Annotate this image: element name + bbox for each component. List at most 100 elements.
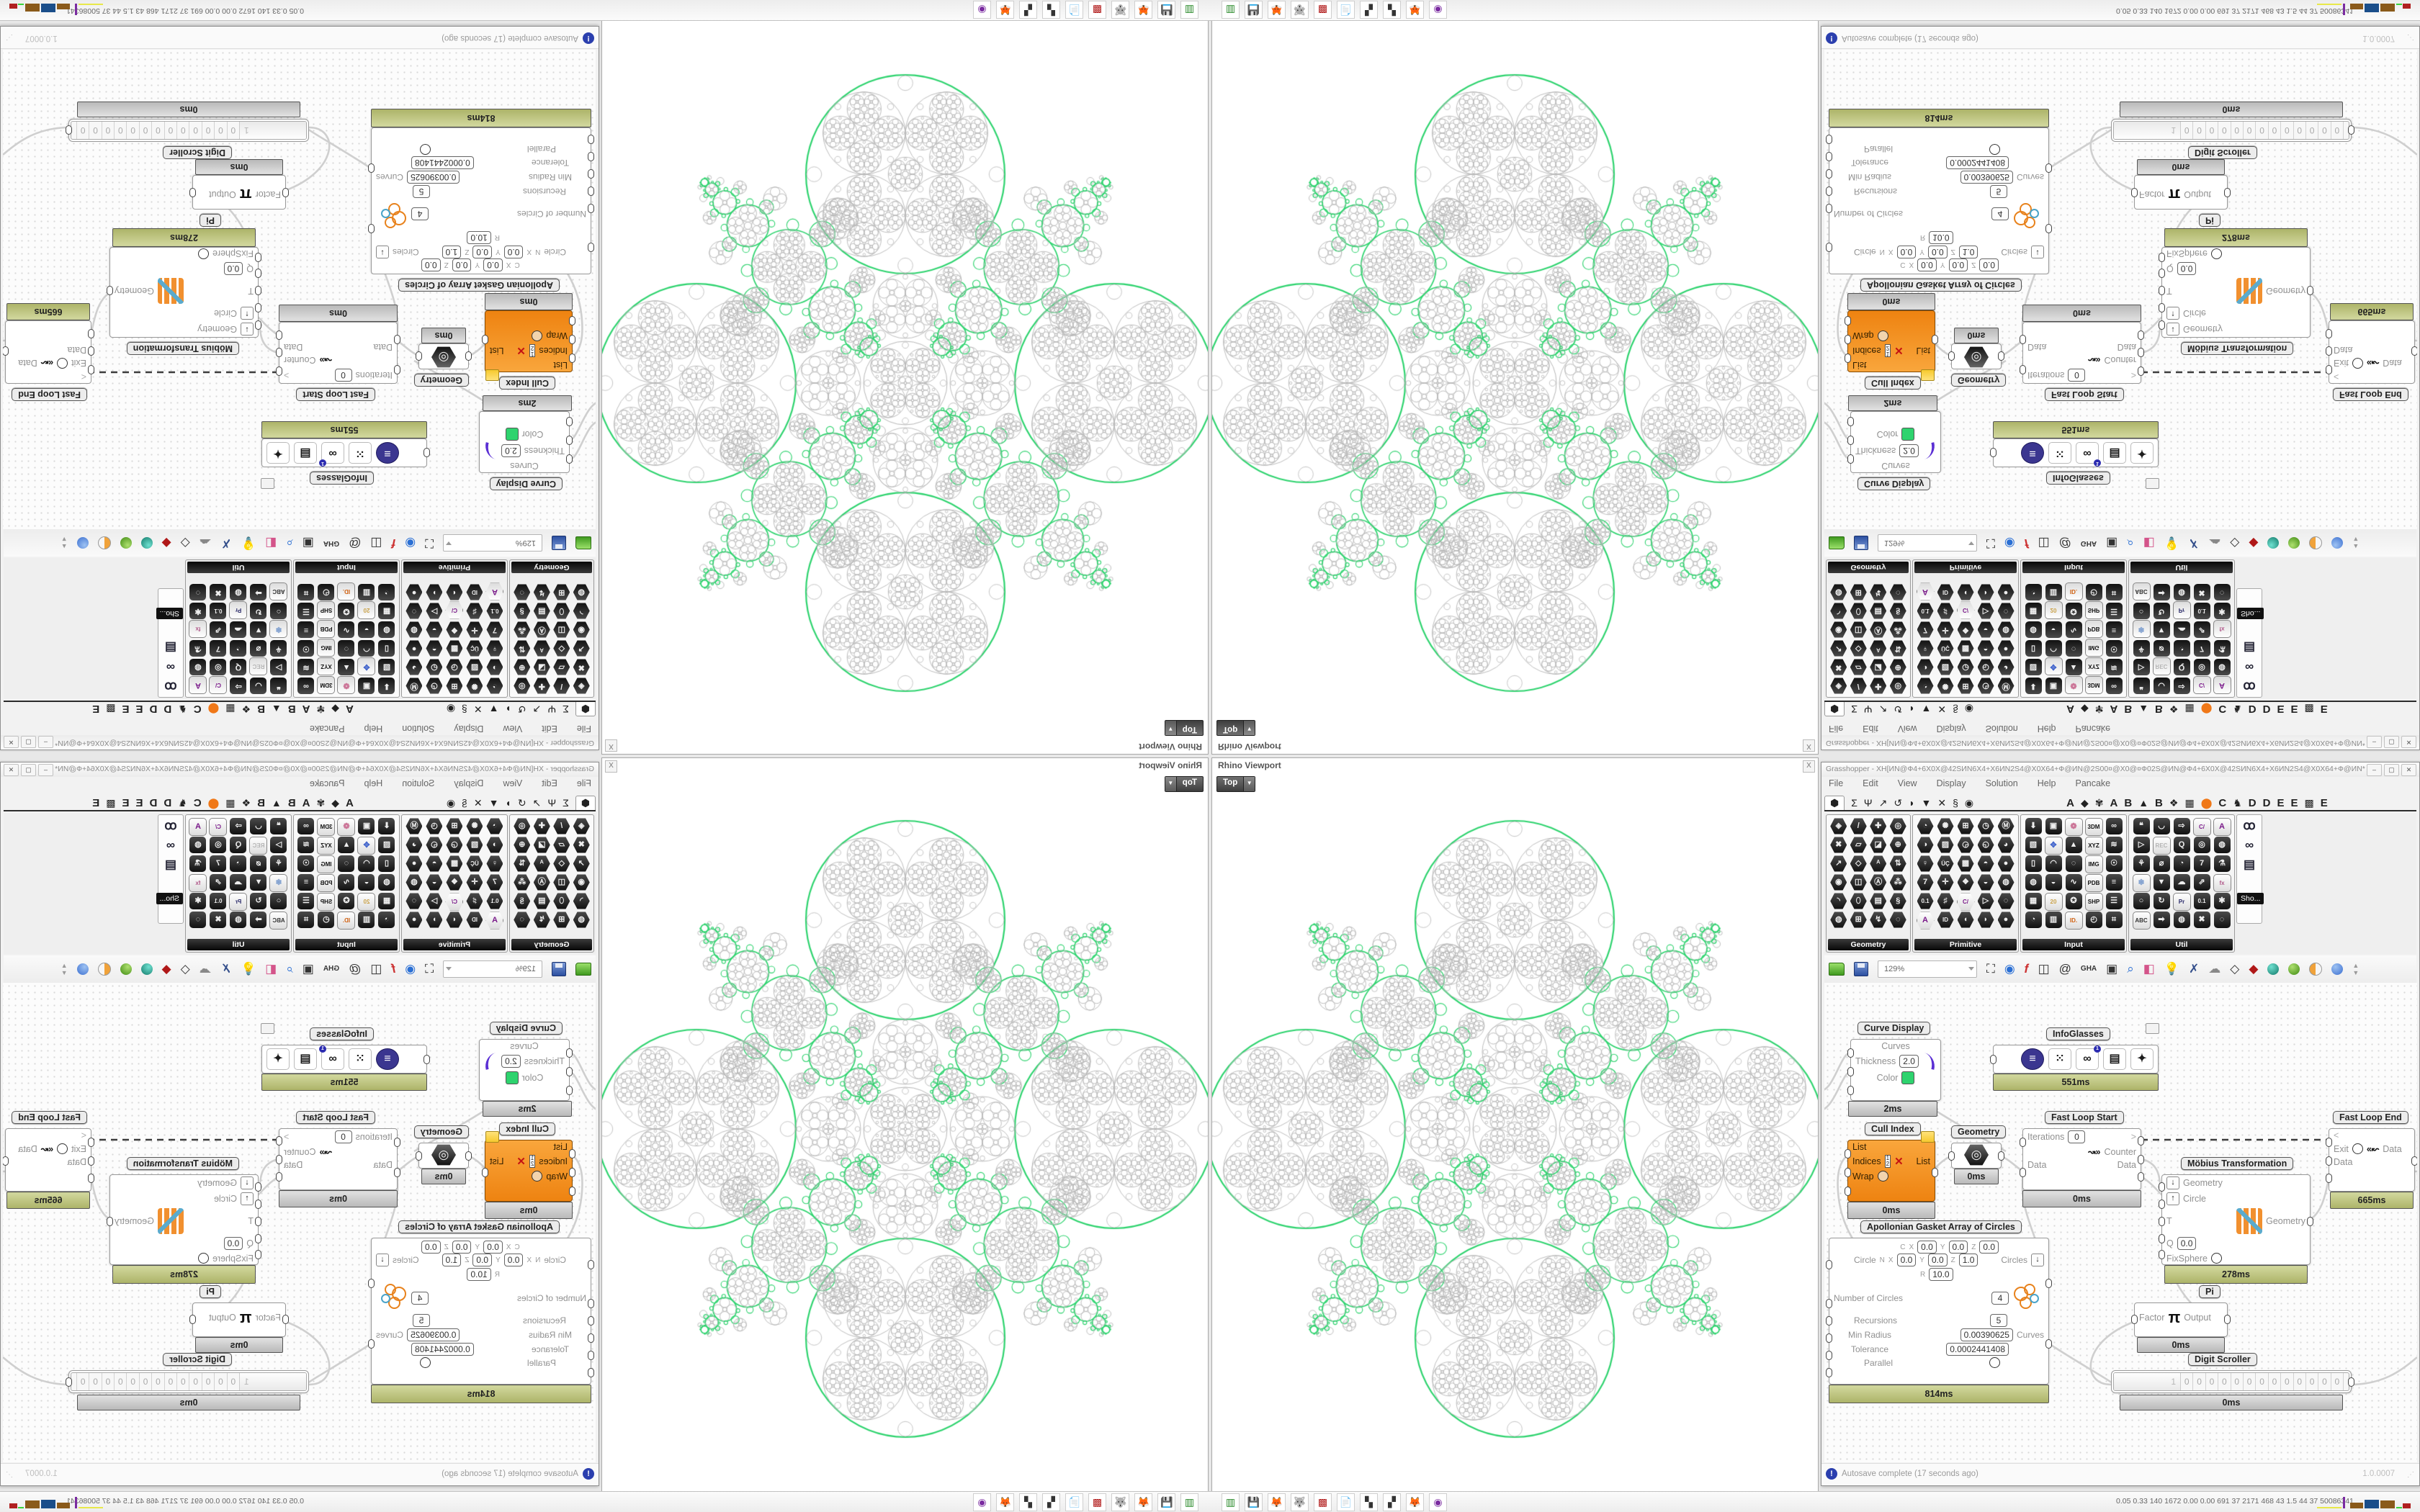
palette-icon[interactable]: ◍ [189,837,207,853]
zoom-extents-icon[interactable]: ⛶ [1986,536,1995,550]
node-label[interactable]: Fast Loop End [12,1111,87,1124]
palette-icon[interactable]: ✖ [1830,837,1847,853]
palette-icon[interactable]: ▨ [1937,837,1954,853]
node-label[interactable]: Apollonian Gasket Array of Circles [398,1220,560,1233]
close-button[interactable]: ✕ [2401,764,2416,776]
palette-icon[interactable]: ▲ [338,659,355,675]
cx-value[interactable]: 0.0 [483,258,503,271]
digit-cell[interactable]: 0 [2256,1373,2269,1390]
palette-icon[interactable]: ▼ [2153,874,2170,891]
palette-icon[interactable]: ↯ [534,912,550,928]
nx-value[interactable]: 0.0 [503,246,524,258]
maximize-button[interactable]: ▢ [2384,764,2399,776]
palette-icon[interactable]: ❖ [1958,621,1974,638]
category-tab[interactable]: ↺ [1894,797,1903,809]
exit-toggle[interactable] [57,358,68,369]
category-tab[interactable]: E [122,703,130,715]
category-tab[interactable]: ▲ [271,703,282,715]
palette-icon[interactable]: ❖ [447,621,463,638]
palette-icon[interactable]: ⁂ [1890,621,1906,638]
palette-icon[interactable]: ᴬ [534,640,550,657]
node-label[interactable]: Fast Loop Start [296,388,375,401]
taskbar-app-owl-icon[interactable]: ◉ [973,1493,991,1511]
palette-icon[interactable]: § [1890,603,1906,619]
grid-dots-icon[interactable]: ⁙ [2048,1048,2071,1070]
palette-icon[interactable]: ▧ [378,659,395,675]
palette-icon[interactable]: Q [230,659,247,675]
palette-icon[interactable]: ∿ [338,874,355,891]
digit-cell[interactable]: 0 [2206,1373,2219,1390]
node-apollonian-gasket[interactable]: C X 0.0 Y 0.0 Z 0.0 Circle N X 0.0 Y 0.0 Z 1.0… [1826,1238,2052,1385]
palette-icon[interactable]: ✺ [1937,678,1954,694]
sketch-icon[interactable]: ◫ [370,962,382,976]
node-label[interactable]: Pi [200,1285,221,1298]
wrap-toggle[interactable] [532,330,543,341]
node-label[interactable]: Fast Loop Start [2045,1111,2124,1124]
node-apollonian-gasket[interactable]: C X 0.0 Y 0.0 Z 0.0 Circle N X 0.0 Y 0.0 Z 1.0… [368,1238,594,1385]
palette-icon[interactable]: ◌ [514,584,530,600]
node-label[interactable]: Möbius Transformation [126,342,239,355]
viewport-view-label[interactable]: Top [1182,725,1197,734]
palette-icon[interactable]: ◑ [487,659,503,675]
palette-icon[interactable]: ≡ [2105,621,2123,638]
category-tab[interactable]: ▩ [2304,797,2314,809]
save-file-icon[interactable] [552,536,566,550]
category-tab[interactable]: ✕ [1937,797,1947,809]
palette-icon[interactable]: ◶ [1957,837,1974,853]
taskbar-app-firefox-icon[interactable]: 🦊 [1134,1,1152,19]
digit-cell[interactable]: 0 [2306,1373,2319,1390]
package-icon[interactable]: ◧ [265,962,277,976]
palette-icon[interactable]: ☉ [297,855,315,872]
palette-icon[interactable]: ↗ [1830,640,1847,657]
palette-icon[interactable]: ≋ [2105,837,2123,853]
min-radius-value[interactable]: 0.00390625 [407,171,460,184]
palette-icon[interactable]: ▥ [358,912,375,928]
category-tab[interactable]: Σ [1851,703,1857,715]
crossed-wires-icon[interactable]: ✗ [220,536,232,550]
palette-icon[interactable]: ◓ [1978,640,1994,657]
palette-icon[interactable]: ▦ [378,603,395,619]
blob-icon[interactable]: ☁ [199,962,212,976]
gh-node-canvas[interactable]: Curve Display Curves Thickness 2.0 Color… [1824,983,2417,1462]
note-icon[interactable] [2146,478,2159,489]
node-label[interactable]: Pi [2199,1285,2220,1298]
min-radius-value[interactable]: 0.00390625 [1960,1328,2013,1341]
palette-icon[interactable]: ☉ [2105,855,2123,872]
palette-icon[interactable]: ◵ [1978,659,1994,675]
board-icon[interactable]: ▤ [2243,641,2256,654]
fixsphere-toggle[interactable] [2210,248,2222,259]
palette-icon[interactable]: ▷ [270,659,287,675]
palette-icon[interactable]: ♀ [487,640,503,657]
digit-sign[interactable]: 1 [239,1373,306,1390]
viewport-close-button[interactable]: X [1803,760,1815,773]
cz-value[interactable]: 0.0 [1979,1241,1999,1254]
palette-icon[interactable]: ▣ [2045,818,2062,834]
category-tab[interactable]: ↗ [1878,797,1888,809]
category-tab[interactable]: ❖ [2169,797,2179,809]
palette-icon[interactable]: ∞ [2105,678,2123,694]
palette-icon[interactable]: ≋ [2105,659,2123,675]
goggles-icon[interactable]: ∞ 1 [2076,1045,2101,1070]
palette-icon[interactable]: ◔ [378,584,395,600]
palette-icon[interactable]: SHP [317,893,336,911]
category-tab[interactable]: ↗ [532,703,542,715]
node-label[interactable]: Cull Index [499,1122,555,1135]
category-tab[interactable]: ✕ [473,797,483,809]
palette-icon[interactable]: ▯ [2025,640,2042,657]
gha-installer-icon[interactable]: GHA [323,539,340,547]
palette-icon[interactable]: ◈ [1830,818,1847,834]
ball-orange-icon[interactable] [2309,536,2323,549]
palette-icon[interactable]: ◪ [1870,837,1887,853]
search-icon[interactable]: ⌕ [286,962,293,976]
palette-label[interactable]: Input [2022,939,2125,950]
at-icon[interactable]: @ [2058,536,2071,550]
viewport-view-selector[interactable]: Top ▼ [1216,776,1256,792]
palette-icon[interactable]: A [189,676,207,694]
palette-icon[interactable]: ☉ [297,640,315,657]
minimize-button[interactable]: – [38,736,53,748]
palette-icon[interactable]: ⇗ [2193,621,2210,638]
sphere-icon[interactable]: ≡ [2021,442,2044,464]
node-label[interactable]: InfoGlasses [310,1027,374,1040]
palette-icon[interactable]: ◖ [1957,912,1974,928]
node-label[interactable]: Digit Scroller [2188,1353,2257,1366]
